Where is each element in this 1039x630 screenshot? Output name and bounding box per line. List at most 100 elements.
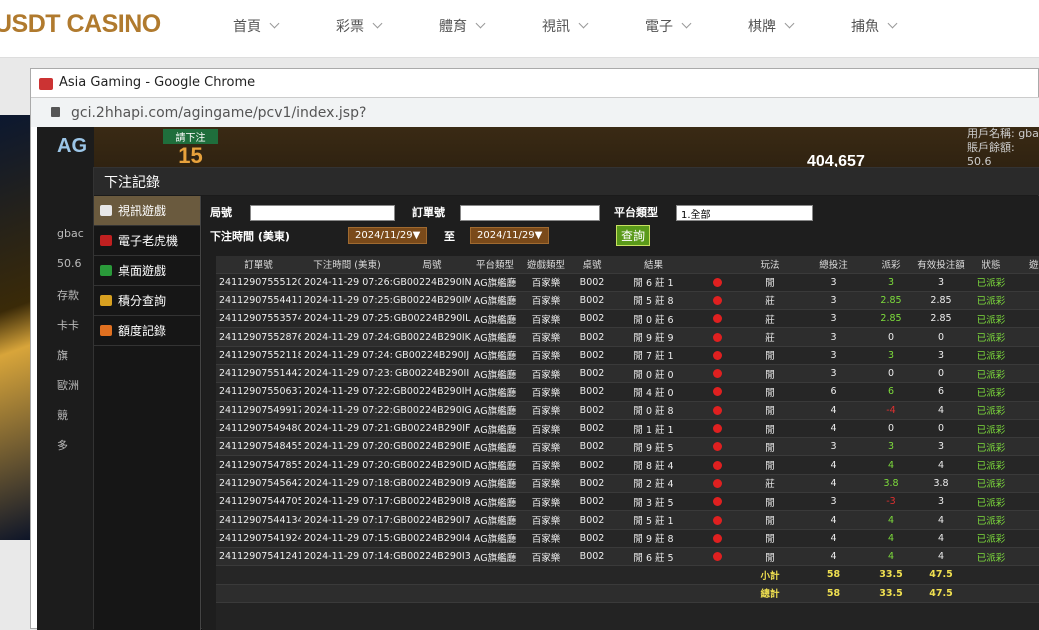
cell: 莊 bbox=[739, 291, 801, 311]
cell bbox=[393, 584, 471, 603]
replay-icon[interactable] bbox=[713, 497, 722, 507]
nav-item[interactable]: 彩票 bbox=[336, 16, 439, 36]
replay-icon[interactable] bbox=[713, 295, 722, 305]
menu-item[interactable]: 積分查詢 bbox=[94, 286, 200, 316]
cell: 閒 0 莊 0 bbox=[611, 364, 696, 384]
cell: 2024-11-29 07:20:20 bbox=[301, 455, 393, 475]
cell: 閒 5 莊 1 bbox=[611, 510, 696, 530]
bet-record-panel: 下注記錄 視訊遊戲 電子老虎機 桌面遊戲 積分查詢 額度記錄 局號 訂單號 平台類型 1… bbox=[93, 167, 1039, 630]
replay-icon[interactable] bbox=[713, 533, 722, 543]
cell: AG旗艦廳 bbox=[471, 401, 519, 420]
cell bbox=[1016, 492, 1039, 512]
menu-item[interactable]: 桌面遊戲 bbox=[94, 256, 200, 286]
cell: AG旗艦廳 bbox=[471, 309, 519, 329]
nav-item[interactable]: 電子 bbox=[645, 16, 748, 36]
cell: 4 bbox=[916, 547, 966, 567]
cell: GB00224B290I7 bbox=[393, 510, 471, 530]
date-to[interactable]: 2024/11/29▼ bbox=[470, 227, 550, 244]
cell bbox=[471, 565, 519, 585]
cell: AG旗艦廳 bbox=[471, 346, 519, 365]
search-button[interactable]: 查詢 bbox=[616, 225, 651, 246]
cell: 3 bbox=[801, 273, 866, 292]
cell: 4 bbox=[916, 529, 966, 548]
cell: 241129075535748 bbox=[216, 309, 301, 329]
replay-icon[interactable] bbox=[713, 515, 722, 525]
replay-icon[interactable] bbox=[713, 277, 722, 287]
column-header: 派彩 bbox=[866, 256, 916, 274]
cell bbox=[1016, 510, 1039, 530]
cell: 3 bbox=[801, 346, 866, 365]
summary-cell: 47.5 bbox=[916, 565, 966, 585]
replay-cell bbox=[696, 327, 739, 347]
summary-cell: 47.5 bbox=[916, 584, 966, 603]
logo[interactable]: USDT CASINO bbox=[0, 10, 161, 38]
cell: B002 bbox=[573, 291, 611, 311]
menu-item[interactable]: 額度記錄 bbox=[94, 316, 200, 346]
nav-item[interactable]: 首頁 bbox=[233, 16, 336, 36]
cell: 2.85 bbox=[916, 291, 966, 311]
cell: B002 bbox=[573, 474, 611, 494]
cell: 2024-11-29 07:18:19 bbox=[301, 474, 393, 494]
replay-icon[interactable] bbox=[713, 442, 722, 452]
date-from[interactable]: 2024/11/29▼ bbox=[348, 227, 428, 244]
cell: AG旗艦廳 bbox=[471, 273, 519, 292]
record-table: 訂單號 下注時間 (美東) 局號 平台類型 遊戲類型 桌號 結果 玩法 總投注 派彩 有效投注額 狀態… bbox=[216, 256, 1039, 630]
replay-icon[interactable] bbox=[713, 460, 722, 470]
cell: B002 bbox=[573, 419, 611, 439]
cell: 3 bbox=[801, 364, 866, 384]
replay-cell bbox=[696, 291, 739, 311]
nav-item[interactable]: 捕魚 bbox=[851, 16, 954, 36]
cell: B002 bbox=[573, 382, 611, 402]
cell: 6 bbox=[801, 382, 866, 402]
cell: 閒 bbox=[739, 273, 801, 292]
cell: 閒 4 莊 0 bbox=[611, 382, 696, 402]
replay-cell bbox=[696, 529, 739, 548]
summary-row: 總計 58 33.5 47.5 bbox=[216, 584, 1039, 603]
cell: AG旗艦廳 bbox=[471, 492, 519, 512]
cell: 已派彩 bbox=[966, 510, 1016, 530]
cell: GB00224B290IL bbox=[393, 309, 471, 329]
replay-icon[interactable] bbox=[713, 369, 722, 379]
nav: 首頁 彩票 體育 視訊 電子 棋牌 捕魚 bbox=[233, 16, 954, 36]
cell: GB00224B290IH bbox=[393, 382, 471, 402]
platform-select[interactable]: 1.全部 bbox=[676, 205, 813, 221]
cell: 2024-11-29 07:20:52 bbox=[301, 437, 393, 457]
cell: AG旗艦廳 bbox=[471, 364, 519, 384]
replay-icon[interactable] bbox=[713, 350, 722, 360]
nav-item[interactable]: 體育 bbox=[439, 16, 542, 36]
game-sidebar: gbac 50.6 存款 卡卡旗歐洲競多 bbox=[37, 127, 94, 630]
replay-icon[interactable] bbox=[713, 405, 722, 415]
cell: 閒 9 莊 5 bbox=[611, 437, 696, 457]
cell: 已派彩 bbox=[966, 364, 1016, 384]
cell bbox=[1016, 291, 1039, 311]
cell bbox=[573, 565, 611, 585]
cell bbox=[1016, 455, 1039, 475]
cell: 4 bbox=[916, 401, 966, 420]
cell bbox=[471, 584, 519, 603]
cell: 閒 bbox=[739, 529, 801, 548]
replay-icon[interactable] bbox=[713, 332, 722, 342]
replay-icon[interactable] bbox=[713, 424, 722, 434]
menu-item[interactable]: 視訊遊戲 bbox=[94, 196, 200, 226]
menu-item[interactable]: 電子老虎機 bbox=[94, 226, 200, 256]
cell: 閒 3 莊 5 bbox=[611, 492, 696, 512]
url[interactable]: gci.2hhapi.com/agingame/pcv1/index.jsp? bbox=[71, 105, 367, 121]
cell: 3 bbox=[916, 346, 966, 365]
summary-cell: 小計 bbox=[739, 565, 801, 585]
nav-item[interactable]: 視訊 bbox=[542, 16, 645, 36]
order-input[interactable] bbox=[460, 205, 600, 221]
replay-icon[interactable] bbox=[713, 314, 722, 324]
replay-icon[interactable] bbox=[713, 478, 722, 488]
column-header: 玩法 bbox=[739, 256, 801, 274]
cell: 已派彩 bbox=[966, 455, 1016, 475]
cell: 3 bbox=[916, 437, 966, 457]
nav-item[interactable]: 棋牌 bbox=[748, 16, 851, 36]
round-input[interactable] bbox=[250, 205, 395, 221]
cell: 241129075484555 bbox=[216, 437, 301, 457]
address-bar: gci.2hhapi.com/agingame/pcv1/index.jsp? bbox=[31, 97, 1039, 127]
cell: 閒 0 莊 6 bbox=[611, 309, 696, 329]
replay-icon[interactable] bbox=[713, 387, 722, 397]
replay-icon[interactable] bbox=[713, 552, 722, 562]
summary-cell: 58 bbox=[801, 584, 866, 603]
